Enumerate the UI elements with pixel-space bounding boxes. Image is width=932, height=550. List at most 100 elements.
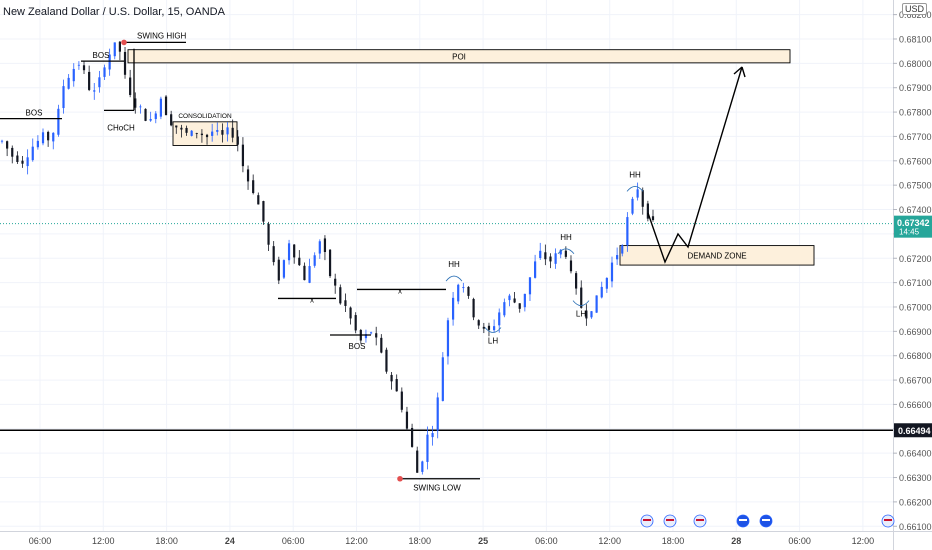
event-flag-icon[interactable] — [663, 514, 677, 528]
candle-body — [277, 259, 280, 281]
candle — [287, 239, 291, 265]
candle-body — [318, 241, 321, 254]
candle — [405, 406, 409, 431]
candle — [487, 322, 491, 337]
event-flag-icon[interactable] — [881, 514, 895, 528]
candle — [72, 63, 75, 87]
candle — [246, 165, 250, 190]
candle — [323, 235, 327, 261]
candle-body — [26, 157, 29, 167]
candle-body — [380, 337, 383, 353]
candle — [492, 319, 496, 333]
hh-arc — [557, 248, 575, 255]
candle-body — [221, 130, 224, 135]
candle-body — [98, 77, 101, 88]
candle — [477, 319, 480, 330]
candles — [0, 41, 655, 475]
price-tick-label: 0.68000 — [899, 59, 932, 69]
candle-body — [523, 293, 526, 308]
candle-body — [129, 77, 132, 95]
annotation-label: CHoCH — [107, 123, 135, 132]
candle — [482, 322, 485, 334]
candle-body — [636, 189, 639, 198]
candle — [590, 311, 593, 319]
candle — [205, 133, 209, 145]
event-flag-icon[interactable] — [759, 514, 773, 528]
event-flag-icon[interactable] — [640, 514, 654, 528]
candle — [436, 392, 439, 439]
candle — [508, 293, 511, 307]
candle — [31, 138, 34, 162]
candle — [569, 255, 573, 274]
time-tick-label: 06:00 — [788, 536, 811, 546]
candle-body — [62, 86, 65, 109]
price-axis[interactable]: 0.68200 0.68100 0.68000 0.67900 0.67800 0.677… — [893, 0, 932, 550]
candle-body — [185, 127, 188, 133]
price-tick-label: 0.66800 — [899, 351, 932, 361]
price-tick-label: 0.67200 — [899, 254, 932, 264]
candle — [303, 262, 306, 281]
candle — [88, 65, 91, 92]
candle — [421, 460, 424, 475]
candle-body — [410, 427, 414, 447]
price-tick-label: 0.67400 — [899, 205, 932, 215]
candle — [416, 446, 419, 473]
candle-body — [426, 434, 429, 462]
candle-body — [539, 250, 542, 259]
candle-body — [252, 180, 255, 193]
zone-layer: POI DEMAND ZONE CONSOLIDATION — [127, 49, 815, 266]
candle — [616, 247, 619, 265]
candle — [641, 187, 644, 215]
candle — [610, 256, 614, 288]
candle — [67, 74, 70, 90]
lh-arc — [484, 327, 502, 333]
candle-body — [180, 127, 183, 130]
candle-body — [57, 108, 60, 135]
candle-body — [364, 334, 368, 339]
candle-body — [211, 131, 214, 136]
candle — [380, 334, 383, 354]
price-tick-label: 0.66900 — [899, 327, 932, 337]
price-tick-label: 0.66400 — [899, 449, 932, 459]
candle — [47, 130, 50, 147]
candle — [149, 111, 152, 122]
candle-body — [385, 349, 388, 372]
candle-body — [441, 357, 444, 401]
candle-body — [457, 284, 460, 302]
time-tick-label: 28 — [731, 536, 741, 546]
economic-events[interactable] — [640, 514, 895, 528]
candle-body — [246, 169, 250, 182]
candle-body — [400, 391, 403, 410]
time-tick-label: 06:00 — [282, 536, 305, 546]
candle-body — [257, 195, 260, 205]
candle-body — [534, 261, 537, 278]
event-flag-icon-stripe — [643, 519, 651, 521]
candle-body — [395, 379, 398, 392]
candle — [339, 284, 342, 305]
candle — [621, 244, 624, 257]
candle-body — [308, 266, 311, 283]
annotation-label: BOS — [93, 51, 110, 60]
candle-body — [451, 297, 455, 320]
candle — [200, 129, 204, 143]
candle-body — [508, 295, 511, 301]
candle — [400, 387, 403, 413]
time-axis[interactable]: 06:00 12:00 18:00 24 06:00 12:00 18:00 25 06:00 1… — [0, 531, 932, 547]
candle-body — [144, 108, 147, 121]
event-flag-icon[interactable] — [736, 514, 750, 528]
candle-body — [446, 320, 450, 357]
currency-badge[interactable]: USD — [902, 3, 928, 15]
candle-body — [323, 238, 327, 252]
time-tick-label: 12:00 — [345, 536, 368, 546]
candle — [554, 248, 557, 269]
candle — [77, 61, 80, 70]
candle-body — [241, 144, 245, 167]
candle-body — [195, 133, 198, 134]
event-flag-icon[interactable] — [693, 514, 707, 528]
candle-body — [590, 311, 593, 318]
candle-body — [421, 461, 424, 472]
candle — [221, 123, 224, 143]
candle — [375, 326, 378, 346]
